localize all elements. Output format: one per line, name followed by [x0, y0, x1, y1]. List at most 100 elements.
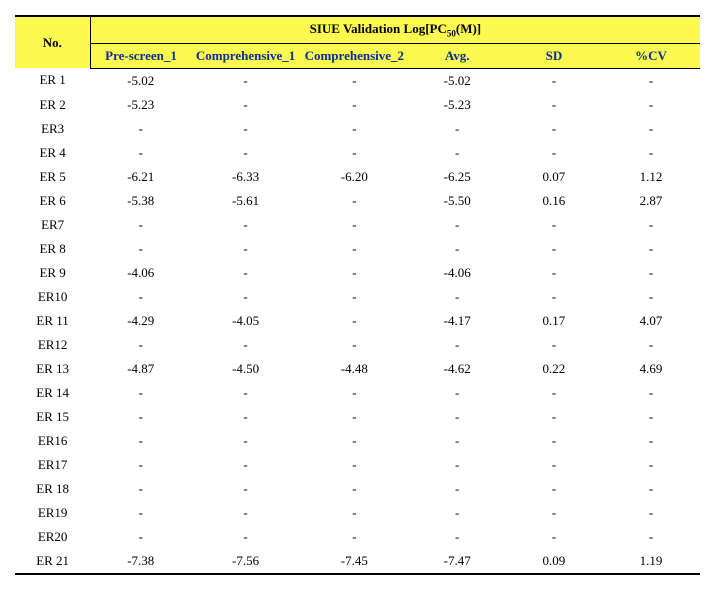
cell-no: ER 2 — [15, 93, 90, 117]
cell-value: - — [191, 501, 300, 525]
table-row: ER12------ — [15, 333, 700, 357]
header-comprehensive1: Comprehensive_1 — [191, 43, 300, 68]
cell-value: - — [90, 213, 191, 237]
cell-value: - — [300, 381, 409, 405]
cell-value: - — [300, 141, 409, 165]
cell-value: - — [191, 68, 300, 93]
cell-value: - — [409, 285, 506, 309]
cell-value: 0.16 — [506, 189, 602, 213]
header-group: SIUE Validation Log[PC50(M)] — [90, 16, 700, 43]
cell-value: - — [409, 477, 506, 501]
cell-value: - — [300, 525, 409, 549]
cell-value: - — [602, 381, 700, 405]
cell-value: - — [506, 261, 602, 285]
cell-value: - — [191, 285, 300, 309]
cell-value: 0.09 — [506, 549, 602, 574]
cell-value: - — [90, 453, 191, 477]
cell-value: -5.02 — [90, 68, 191, 93]
table-row: ER7------ — [15, 213, 700, 237]
cell-value: - — [90, 381, 191, 405]
table-row: ER 18------ — [15, 477, 700, 501]
cell-value: -5.23 — [90, 93, 191, 117]
cell-no: ER 6 — [15, 189, 90, 213]
cell-value: - — [191, 261, 300, 285]
cell-value: 1.19 — [602, 549, 700, 574]
validation-table: No. SIUE Validation Log[PC50(M)] Pre-scr… — [15, 15, 700, 575]
cell-value: - — [409, 141, 506, 165]
cell-value: - — [191, 381, 300, 405]
cell-value: - — [602, 429, 700, 453]
cell-value: -4.05 — [191, 309, 300, 333]
cell-value: - — [506, 141, 602, 165]
cell-value: - — [409, 405, 506, 429]
header-no: No. — [15, 16, 90, 68]
table-row: ER 14------ — [15, 381, 700, 405]
cell-value: - — [191, 525, 300, 549]
cell-value: -7.47 — [409, 549, 506, 574]
cell-value: - — [300, 261, 409, 285]
table-row: ER 4------ — [15, 141, 700, 165]
table-row: ER20------ — [15, 525, 700, 549]
cell-no: ER19 — [15, 501, 90, 525]
cell-value: - — [90, 405, 191, 429]
table-row: ER 13-4.87-4.50-4.48-4.620.224.69 — [15, 357, 700, 381]
cell-value: -4.87 — [90, 357, 191, 381]
cell-value: -4.29 — [90, 309, 191, 333]
cell-value: -6.20 — [300, 165, 409, 189]
cell-value: -7.56 — [191, 549, 300, 574]
table-row: ER10------ — [15, 285, 700, 309]
cell-value: -4.48 — [300, 357, 409, 381]
cell-value: - — [191, 93, 300, 117]
cell-value: - — [90, 429, 191, 453]
cell-no: ER 14 — [15, 381, 90, 405]
header-sd: SD — [506, 43, 602, 68]
cell-value: - — [300, 405, 409, 429]
cell-value: - — [506, 68, 602, 93]
cell-value: - — [191, 405, 300, 429]
table-row: ER 15------ — [15, 405, 700, 429]
cell-value: - — [602, 261, 700, 285]
table-row: ER3------ — [15, 117, 700, 141]
cell-value: - — [506, 381, 602, 405]
cell-value: - — [602, 93, 700, 117]
cell-value: 0.17 — [506, 309, 602, 333]
header-group-suffix: (M)] — [456, 21, 481, 36]
cell-value: - — [602, 285, 700, 309]
cell-value: - — [506, 237, 602, 261]
table-row: ER17------ — [15, 453, 700, 477]
table-row: ER 11-4.29-4.05--4.170.174.07 — [15, 309, 700, 333]
cell-value: - — [602, 213, 700, 237]
cell-no: ER 15 — [15, 405, 90, 429]
cell-value: - — [602, 477, 700, 501]
cell-value: - — [506, 453, 602, 477]
table-row: ER19------ — [15, 501, 700, 525]
cell-value: - — [409, 117, 506, 141]
cell-value: - — [90, 333, 191, 357]
cell-value: - — [300, 237, 409, 261]
cell-no: ER 18 — [15, 477, 90, 501]
cell-no: ER10 — [15, 285, 90, 309]
cell-value: - — [409, 333, 506, 357]
cell-no: ER3 — [15, 117, 90, 141]
cell-no: ER17 — [15, 453, 90, 477]
cell-value: - — [191, 333, 300, 357]
cell-value: -5.38 — [90, 189, 191, 213]
cell-value: - — [300, 309, 409, 333]
cell-value: - — [191, 453, 300, 477]
cell-value: - — [602, 68, 700, 93]
cell-value: - — [191, 477, 300, 501]
cell-no: ER7 — [15, 213, 90, 237]
cell-value: -4.62 — [409, 357, 506, 381]
cell-value: - — [191, 117, 300, 141]
header-group-sub: 50 — [447, 29, 456, 39]
table-row: ER 2-5.23---5.23-- — [15, 93, 700, 117]
cell-no: ER 5 — [15, 165, 90, 189]
cell-value: - — [409, 237, 506, 261]
cell-no: ER 11 — [15, 309, 90, 333]
cell-no: ER20 — [15, 525, 90, 549]
cell-value: -6.25 — [409, 165, 506, 189]
cell-value: 0.07 — [506, 165, 602, 189]
cell-value: -4.17 — [409, 309, 506, 333]
cell-no: ER 8 — [15, 237, 90, 261]
cell-value: - — [506, 429, 602, 453]
